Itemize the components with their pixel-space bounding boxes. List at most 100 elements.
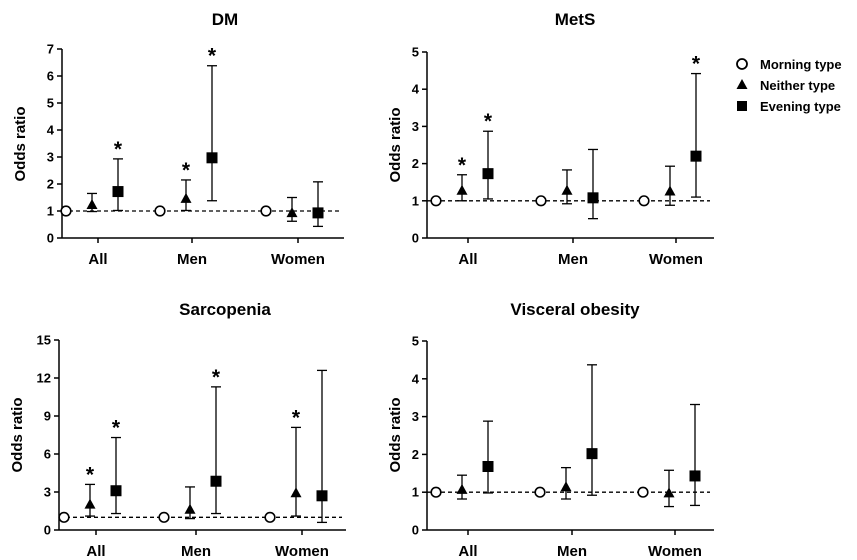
significance-star: * bbox=[182, 159, 191, 182]
x-tick-label: Women bbox=[271, 251, 325, 268]
point-morning bbox=[638, 195, 650, 207]
point-morning bbox=[534, 486, 546, 498]
point-morning bbox=[154, 205, 166, 217]
significance-star: * bbox=[692, 53, 701, 76]
chart-title: Visceral obesity bbox=[510, 300, 640, 319]
legend-label: Morning type bbox=[760, 57, 842, 72]
y-tick-label: 2 bbox=[412, 156, 419, 171]
significance-star: * bbox=[114, 138, 123, 161]
legend-item-morning: Morning type bbox=[736, 57, 842, 72]
chart-panel: Sarcopenia Odds ratio 0 3 6 9 12 15 All Men Women *… bbox=[9, 300, 346, 560]
legend-label: Neither type bbox=[760, 78, 835, 93]
chart-panel: MetS Odds ratio 0 1 2 3 4 5 All Men Women * * * bbox=[387, 10, 714, 268]
point-evening bbox=[482, 168, 494, 180]
point-evening bbox=[312, 207, 324, 219]
point-neither bbox=[664, 185, 676, 196]
y-tick-label: 5 bbox=[47, 96, 54, 111]
point-neither bbox=[84, 498, 96, 509]
point-neither bbox=[456, 184, 468, 195]
significance-star: * bbox=[484, 110, 493, 133]
point-neither bbox=[456, 483, 468, 494]
y-tick-label: 9 bbox=[44, 409, 51, 424]
chart-title: DM bbox=[212, 10, 238, 29]
y-axis-label: Odds ratio bbox=[12, 106, 29, 181]
y-tick-label: 1 bbox=[47, 204, 54, 219]
y-axis-label: Odds ratio bbox=[9, 397, 26, 472]
legend-item-neither: Neither type bbox=[736, 78, 835, 93]
point-evening bbox=[689, 470, 701, 482]
significance-star: * bbox=[292, 406, 301, 429]
y-tick-label: 12 bbox=[37, 371, 51, 386]
point-neither bbox=[286, 207, 298, 218]
x-tick-label: All bbox=[86, 543, 105, 560]
y-tick-label: 4 bbox=[47, 123, 55, 138]
y-tick-label: 3 bbox=[412, 409, 419, 424]
point-morning bbox=[637, 486, 649, 498]
point-neither bbox=[560, 481, 572, 492]
point-morning bbox=[264, 511, 276, 523]
point-evening bbox=[110, 485, 122, 497]
point-morning bbox=[430, 486, 442, 498]
point-evening bbox=[690, 150, 702, 162]
triangle-marker bbox=[736, 79, 748, 89]
y-tick-label: 0 bbox=[44, 523, 51, 538]
y-tick-label: 6 bbox=[44, 447, 51, 462]
point-evening bbox=[586, 448, 598, 460]
point-evening bbox=[587, 192, 599, 204]
significance-star: * bbox=[212, 366, 221, 389]
y-tick-label: 5 bbox=[412, 334, 419, 349]
y-tick-label: 2 bbox=[412, 447, 419, 462]
significance-star: * bbox=[112, 417, 121, 440]
point-evening bbox=[206, 152, 218, 164]
x-tick-label: All bbox=[458, 251, 477, 268]
x-tick-label: Women bbox=[275, 543, 329, 560]
y-tick-label: 0 bbox=[412, 231, 419, 246]
legend-label: Evening type bbox=[760, 99, 841, 114]
y-tick-label: 1 bbox=[412, 485, 419, 500]
legend-item-evening: Evening type bbox=[737, 99, 841, 114]
y-tick-label: 3 bbox=[47, 150, 54, 165]
point-evening bbox=[112, 186, 124, 198]
x-tick-label: Women bbox=[649, 251, 703, 268]
y-tick-label: 3 bbox=[44, 485, 51, 500]
y-tick-label: 4 bbox=[412, 371, 420, 386]
x-tick-label: Men bbox=[557, 543, 587, 560]
y-tick-label: 0 bbox=[412, 523, 419, 538]
x-tick-label: Men bbox=[181, 543, 211, 560]
y-tick-label: 0 bbox=[47, 231, 54, 246]
y-tick-label: 4 bbox=[412, 82, 420, 97]
point-neither bbox=[180, 192, 192, 203]
x-tick-label: All bbox=[88, 251, 107, 268]
point-evening bbox=[482, 460, 494, 472]
open-circle-marker bbox=[736, 58, 748, 70]
y-tick-label: 2 bbox=[47, 177, 54, 192]
y-tick-label: 15 bbox=[37, 333, 51, 348]
chart-panel: DM Odds ratio 0 1 2 3 4 5 6 7 All Men Women * * * bbox=[12, 10, 344, 268]
point-morning bbox=[430, 195, 442, 207]
point-morning bbox=[158, 511, 170, 523]
square-marker bbox=[737, 101, 747, 111]
x-tick-label: All bbox=[458, 543, 477, 560]
x-tick-label: Men bbox=[558, 251, 588, 268]
legend: Morning type Neither type Evening type bbox=[736, 57, 842, 114]
y-tick-label: 1 bbox=[412, 193, 419, 208]
point-morning bbox=[58, 511, 70, 523]
y-tick-label: 6 bbox=[47, 69, 54, 84]
chart-title: Sarcopenia bbox=[179, 300, 271, 319]
point-morning bbox=[260, 205, 272, 217]
significance-star: * bbox=[458, 154, 467, 177]
chart-panel: Visceral obesity Odds ratio 0 1 2 3 4 5 All Men Wo… bbox=[387, 300, 714, 560]
x-tick-label: Men bbox=[177, 251, 207, 268]
point-neither bbox=[561, 184, 573, 195]
point-neither bbox=[86, 199, 98, 210]
chart-title: MetS bbox=[555, 10, 596, 29]
significance-star: * bbox=[86, 463, 95, 486]
point-neither bbox=[663, 487, 675, 498]
y-tick-label: 7 bbox=[47, 42, 54, 57]
y-axis-label: Odds ratio bbox=[387, 397, 404, 472]
point-neither bbox=[290, 487, 302, 498]
point-evening bbox=[316, 490, 328, 502]
point-evening bbox=[210, 475, 222, 487]
